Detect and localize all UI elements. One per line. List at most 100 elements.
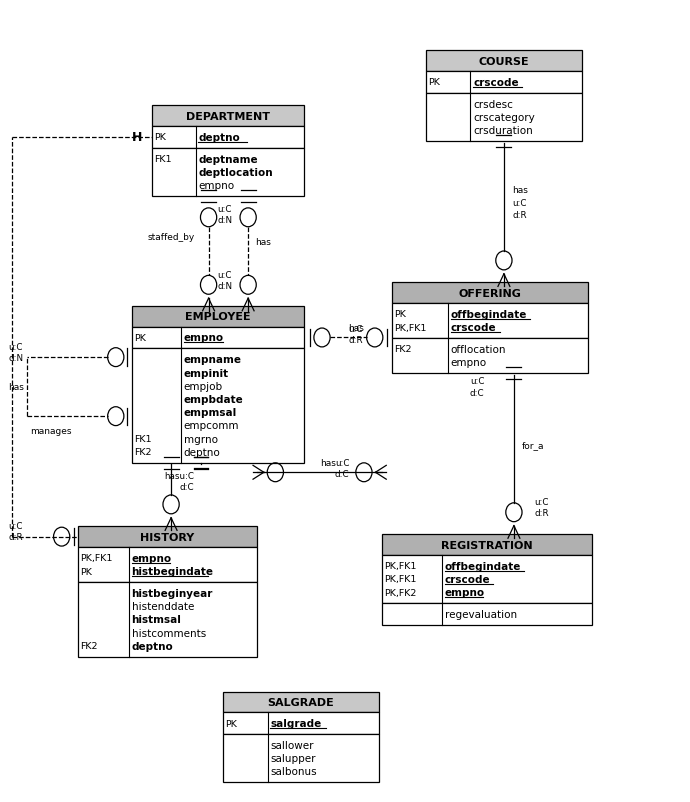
Text: empno: empno bbox=[451, 358, 487, 368]
Text: salupper: salupper bbox=[270, 753, 316, 764]
Text: empcomm: empcomm bbox=[184, 421, 239, 431]
Text: PK,FK1: PK,FK1 bbox=[384, 575, 417, 584]
Bar bbox=[132, 349, 304, 464]
Text: d:R: d:R bbox=[348, 335, 363, 344]
Text: offlocation: offlocation bbox=[451, 345, 506, 354]
Text: offbegindate: offbegindate bbox=[451, 310, 527, 319]
Text: has: has bbox=[512, 186, 528, 195]
Text: deptno: deptno bbox=[184, 448, 221, 457]
Bar bbox=[382, 535, 592, 555]
Bar bbox=[426, 71, 582, 94]
Text: has: has bbox=[8, 383, 24, 391]
Text: d:N: d:N bbox=[217, 216, 233, 225]
Text: has: has bbox=[255, 238, 270, 247]
Bar bbox=[382, 555, 592, 603]
Text: has: has bbox=[348, 323, 364, 332]
Bar bbox=[78, 527, 257, 547]
Text: sallower: sallower bbox=[270, 740, 314, 750]
Text: HISTORY: HISTORY bbox=[140, 532, 195, 542]
Bar bbox=[426, 94, 582, 142]
Text: offbegindate: offbegindate bbox=[444, 561, 521, 571]
Text: u:C: u:C bbox=[8, 342, 23, 351]
Text: crscategory: crscategory bbox=[473, 112, 535, 123]
Text: crscode: crscode bbox=[473, 78, 519, 87]
Bar bbox=[393, 283, 589, 303]
Bar bbox=[132, 327, 304, 349]
Text: histbegindate: histbegindate bbox=[132, 566, 214, 577]
Text: u:C: u:C bbox=[335, 459, 349, 468]
Text: for_a: for_a bbox=[522, 440, 544, 449]
Text: u:C: u:C bbox=[217, 271, 232, 280]
Bar bbox=[224, 734, 379, 782]
Text: empinit: empinit bbox=[184, 368, 229, 378]
Text: deptno: deptno bbox=[198, 132, 240, 143]
Bar bbox=[426, 51, 582, 71]
Bar bbox=[152, 106, 304, 127]
Text: empbdate: empbdate bbox=[184, 395, 244, 404]
Text: empno: empno bbox=[444, 587, 484, 597]
Text: d:R: d:R bbox=[534, 508, 549, 517]
Text: regevaluation: regevaluation bbox=[444, 610, 517, 619]
Text: d:N: d:N bbox=[217, 282, 233, 291]
Text: has: has bbox=[319, 458, 335, 467]
Text: crscode: crscode bbox=[451, 322, 496, 333]
Text: u:C: u:C bbox=[217, 205, 232, 214]
Text: PK,FK1: PK,FK1 bbox=[384, 561, 417, 570]
Bar bbox=[152, 127, 304, 148]
Bar bbox=[393, 338, 589, 374]
Text: OFFERING: OFFERING bbox=[459, 289, 522, 298]
Text: deptlocation: deptlocation bbox=[198, 168, 273, 178]
Text: empmsal: empmsal bbox=[184, 407, 237, 418]
Text: u:C: u:C bbox=[534, 497, 549, 506]
Text: empjob: empjob bbox=[184, 381, 223, 391]
Text: empname: empname bbox=[184, 355, 242, 365]
Text: FK2: FK2 bbox=[80, 642, 97, 650]
Text: histcomments: histcomments bbox=[132, 628, 206, 638]
Text: empno: empno bbox=[132, 553, 172, 563]
Text: mgrno: mgrno bbox=[184, 434, 218, 444]
Text: PK: PK bbox=[135, 334, 146, 342]
Text: deptno: deptno bbox=[132, 641, 173, 651]
Text: u:C: u:C bbox=[348, 324, 363, 333]
Bar bbox=[152, 148, 304, 196]
Text: staffed_by: staffed_by bbox=[148, 233, 195, 242]
Text: manages: manages bbox=[30, 427, 72, 435]
Text: EMPLOYEE: EMPLOYEE bbox=[186, 312, 251, 322]
Bar bbox=[78, 582, 257, 657]
Bar bbox=[224, 692, 379, 712]
Text: empno: empno bbox=[198, 181, 235, 191]
Text: PK,FK1: PK,FK1 bbox=[395, 323, 427, 332]
Text: u:C: u:C bbox=[8, 521, 23, 530]
Text: crsduration: crsduration bbox=[473, 126, 533, 136]
Text: PK: PK bbox=[155, 133, 166, 142]
Text: FK1: FK1 bbox=[155, 155, 172, 164]
Bar bbox=[382, 603, 592, 625]
Text: H: H bbox=[132, 132, 142, 144]
Text: histenddate: histenddate bbox=[132, 602, 194, 611]
Text: FK2: FK2 bbox=[395, 345, 412, 354]
Text: d:C: d:C bbox=[335, 470, 349, 479]
Bar bbox=[132, 306, 304, 327]
Text: d:R: d:R bbox=[512, 210, 526, 219]
Text: FK1: FK1 bbox=[135, 435, 152, 444]
Text: histbeginyear: histbeginyear bbox=[132, 588, 213, 598]
Text: SALGRADE: SALGRADE bbox=[268, 697, 335, 707]
Text: d:R: d:R bbox=[8, 533, 23, 541]
Text: COURSE: COURSE bbox=[479, 56, 529, 67]
Text: PK: PK bbox=[428, 78, 440, 87]
Text: hasu:C: hasu:C bbox=[164, 472, 194, 480]
Text: salgrade: salgrade bbox=[270, 718, 322, 728]
Text: PK: PK bbox=[395, 310, 406, 319]
Text: crscode: crscode bbox=[444, 574, 490, 584]
Text: histmsal: histmsal bbox=[132, 614, 181, 625]
Text: u:C: u:C bbox=[512, 199, 526, 208]
Text: DEPARTMENT: DEPARTMENT bbox=[186, 111, 270, 121]
Bar bbox=[78, 547, 257, 582]
Text: d:N: d:N bbox=[8, 353, 23, 363]
Text: d:C: d:C bbox=[470, 389, 484, 398]
Text: PK,FK1: PK,FK1 bbox=[80, 553, 112, 563]
Text: crsdesc: crsdesc bbox=[473, 99, 513, 109]
Text: FK2: FK2 bbox=[135, 448, 152, 457]
Text: PK: PK bbox=[226, 719, 237, 727]
Text: PK,FK2: PK,FK2 bbox=[384, 588, 417, 597]
